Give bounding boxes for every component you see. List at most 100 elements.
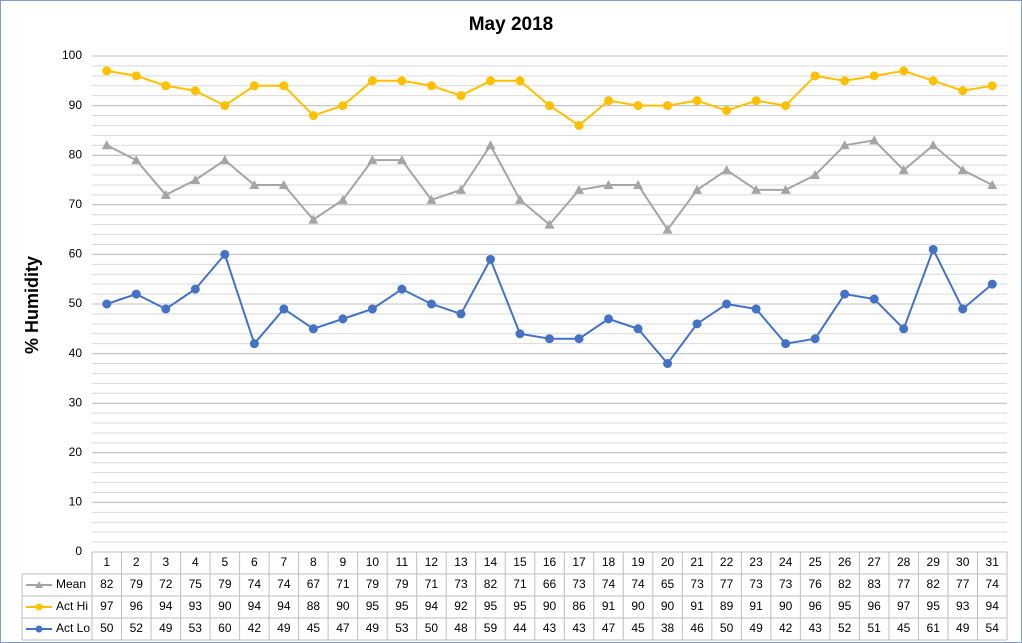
x-tick-label: 7 <box>281 555 288 569</box>
table-value: 52 <box>838 621 852 635</box>
table-value: 95 <box>484 599 498 613</box>
marker <box>131 289 141 299</box>
marker <box>781 339 791 349</box>
table-value: 90 <box>218 599 232 613</box>
table-value: 65 <box>661 577 675 591</box>
marker <box>367 304 377 314</box>
marker <box>751 184 762 194</box>
table-value: 82 <box>838 577 852 591</box>
y-tick-label: 80 <box>69 147 83 161</box>
marker <box>663 101 673 111</box>
marker <box>249 81 259 91</box>
marker <box>899 66 909 76</box>
table-value: 73 <box>454 577 468 591</box>
marker <box>426 194 437 204</box>
marker <box>249 339 259 349</box>
x-tick-label: 15 <box>513 555 527 569</box>
table-value: 94 <box>159 599 173 613</box>
table-value: 76 <box>808 577 822 591</box>
table-value: 45 <box>307 621 321 635</box>
table-value: 74 <box>602 577 616 591</box>
x-tick-label: 2 <box>133 555 140 569</box>
table-value: 90 <box>661 599 675 613</box>
marker <box>545 101 554 111</box>
table-value: 43 <box>808 621 822 635</box>
marker <box>397 76 407 86</box>
marker <box>899 324 909 334</box>
table-value: 61 <box>927 621 941 635</box>
legend-marker <box>35 603 43 611</box>
marker <box>663 359 673 369</box>
marker <box>131 155 142 165</box>
x-tick-label: 10 <box>366 555 380 569</box>
marker <box>604 314 614 324</box>
marker <box>545 334 554 344</box>
table-value: 82 <box>484 577 498 591</box>
table-value: 49 <box>277 621 291 635</box>
table-value: 52 <box>130 621 144 635</box>
table-value: 73 <box>690 577 704 591</box>
marker <box>190 86 200 96</box>
table-value: 79 <box>395 577 409 591</box>
x-tick-label: 24 <box>779 555 793 569</box>
y-tick-label: 60 <box>69 247 83 261</box>
table-value: 77 <box>720 577 734 591</box>
marker <box>633 101 643 111</box>
table-value: 95 <box>838 599 852 613</box>
table-value: 94 <box>986 599 1000 613</box>
marker <box>515 76 525 86</box>
table-value: 43 <box>572 621 586 635</box>
x-tick-label: 29 <box>927 555 941 569</box>
x-tick-label: 14 <box>484 555 498 569</box>
table-value: 50 <box>100 621 114 635</box>
x-tick-label: 18 <box>602 555 616 569</box>
marker <box>190 284 200 294</box>
table-value: 66 <box>543 577 557 591</box>
marker <box>692 96 702 106</box>
table-value: 49 <box>366 621 380 635</box>
x-tick-label: 12 <box>425 555 439 569</box>
y-tick-label: 90 <box>69 98 83 112</box>
table-value: 49 <box>749 621 763 635</box>
marker <box>308 111 318 121</box>
marker <box>485 140 496 150</box>
table-value: 48 <box>454 621 468 635</box>
table-value: 73 <box>749 577 763 591</box>
x-tick-label: 25 <box>808 555 822 569</box>
table-value: 90 <box>336 599 350 613</box>
table-value: 73 <box>779 577 793 591</box>
table-value: 77 <box>897 577 911 591</box>
marker <box>338 101 348 111</box>
marker <box>278 179 289 189</box>
x-tick-label: 22 <box>720 555 734 569</box>
x-tick-label: 11 <box>396 555 409 569</box>
table-value: 94 <box>425 599 439 613</box>
table-value: 74 <box>248 577 262 591</box>
grid: 0 10 20 30 40 50 60 70 80 90 100 <box>62 48 1007 558</box>
marker <box>958 86 968 96</box>
table-value: 90 <box>631 599 645 613</box>
table-value: 82 <box>927 577 941 591</box>
table-value: 91 <box>749 599 763 613</box>
marker <box>161 81 171 91</box>
table-value: 90 <box>779 599 793 613</box>
table-value: 42 <box>779 621 793 635</box>
marker <box>544 219 555 229</box>
table-value: 93 <box>956 599 970 613</box>
marker <box>603 179 614 189</box>
marker <box>426 299 436 309</box>
marker <box>131 71 141 81</box>
table-value: 54 <box>986 621 1000 635</box>
table-value: 95 <box>927 599 941 613</box>
x-tick-label: 17 <box>572 555 586 569</box>
marker <box>249 179 260 189</box>
y-tick-label: 10 <box>69 495 83 509</box>
table-value: 50 <box>425 621 439 635</box>
marker <box>160 189 171 199</box>
marker <box>869 135 880 145</box>
marker <box>485 254 495 264</box>
marker <box>426 81 436 91</box>
table-value: 45 <box>897 621 911 635</box>
marker <box>102 66 112 76</box>
